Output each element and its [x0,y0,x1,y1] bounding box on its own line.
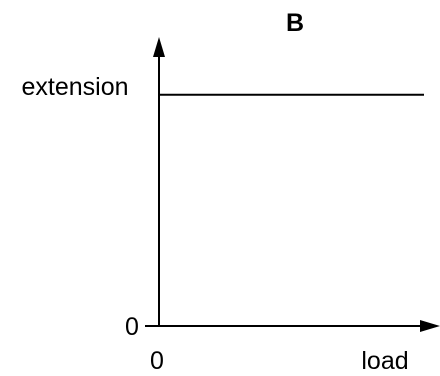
x-tick-label-0: 0 [150,347,164,375]
y-axis-label: extension [21,73,128,101]
x-axis-arrowhead [420,320,440,332]
x-axis-label: load [361,347,408,375]
chart-title: B [286,9,304,37]
y-tick-label-0: 0 [125,313,139,341]
y-axis-arrowhead [153,37,165,57]
